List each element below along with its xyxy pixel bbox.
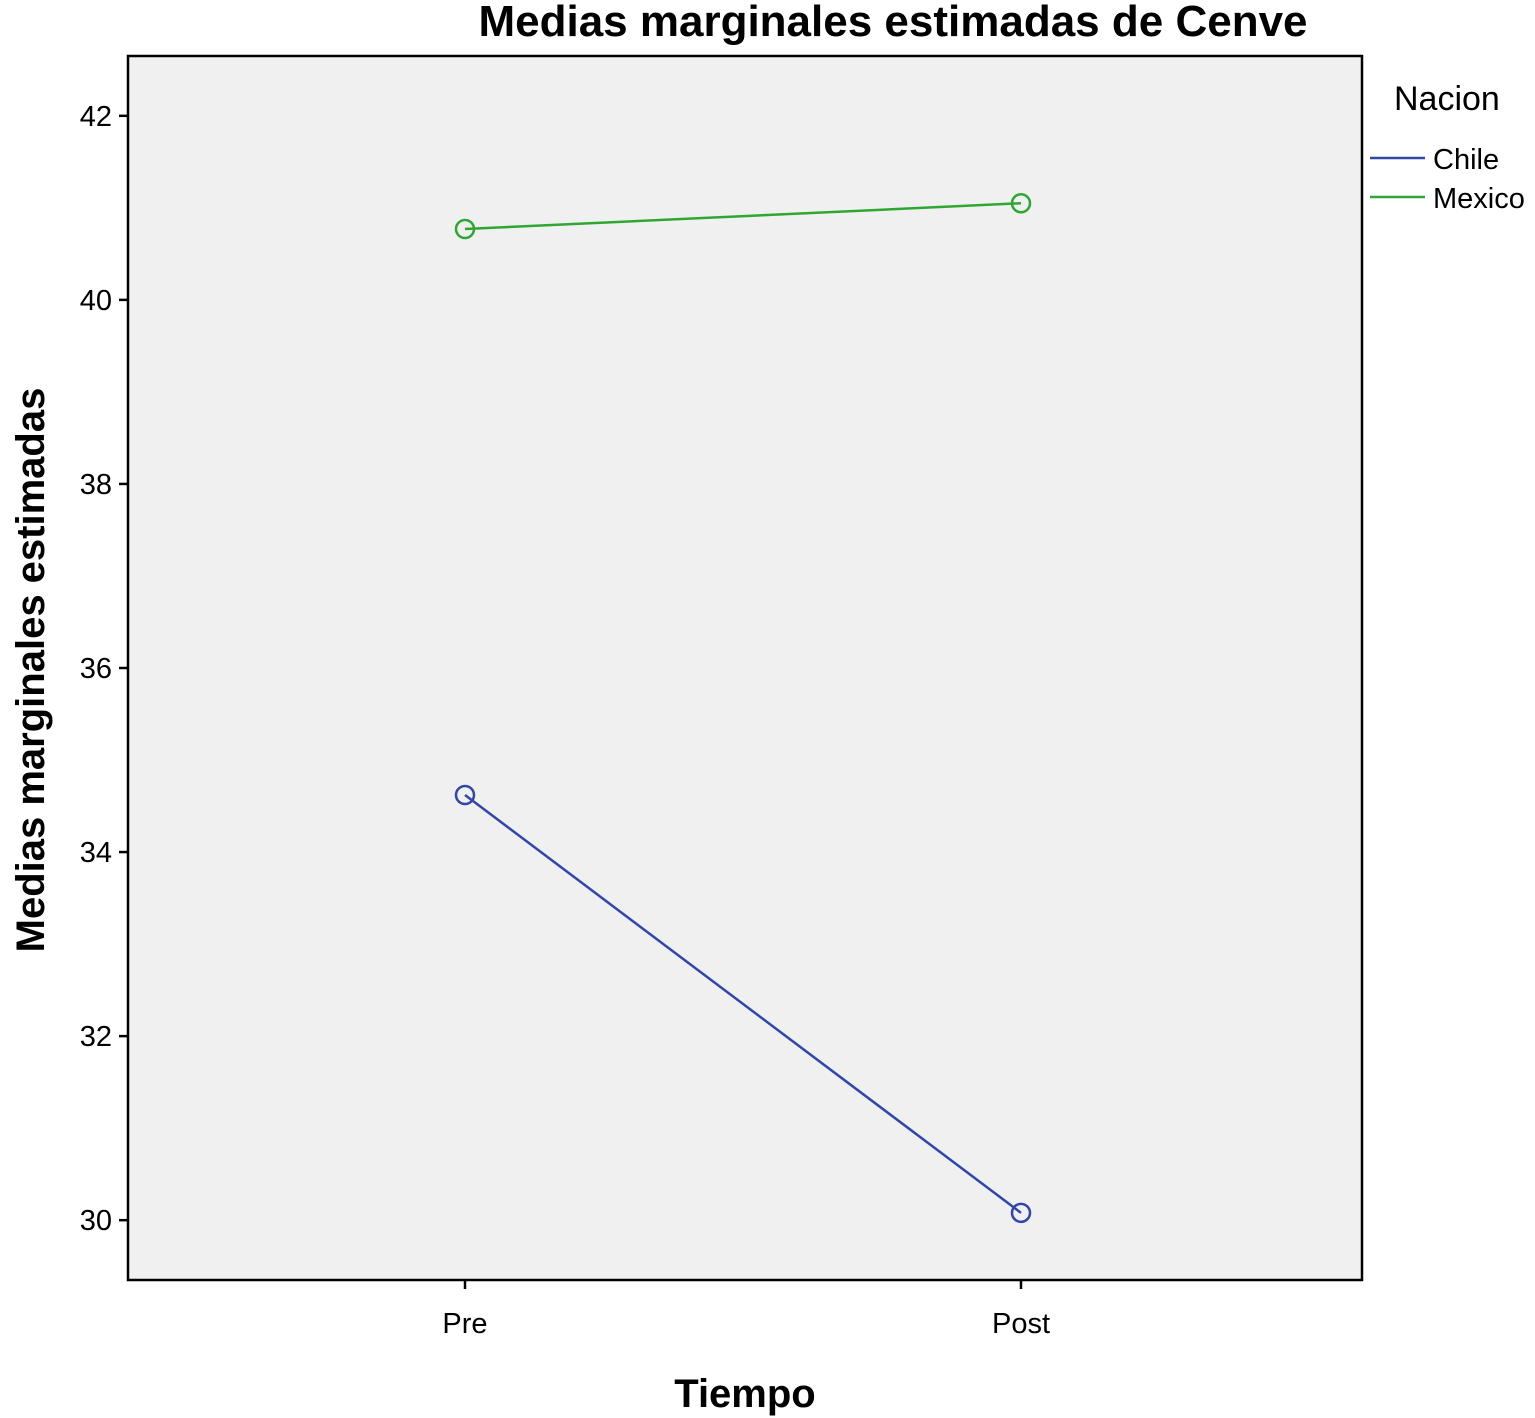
- legend-label: Mexico: [1433, 183, 1525, 215]
- y-axis-label: Medias marginales estimadas: [9, 388, 53, 953]
- series-chile: [454, 784, 1032, 1224]
- y-tick-label: 36: [80, 653, 112, 685]
- series-line: [464, 794, 1022, 1214]
- data-point-marker: [454, 218, 476, 240]
- y-tick-label: 32: [80, 1021, 112, 1053]
- x-axis: Pre Post: [442, 1280, 1050, 1340]
- legend: Nacion Chile Mexico: [1370, 80, 1525, 215]
- legend-title: Nacion: [1394, 80, 1500, 118]
- y-tick-label: 38: [80, 469, 112, 501]
- series-layer: [454, 192, 1032, 1224]
- y-tick-label: 34: [80, 837, 112, 869]
- y-tick-label: 42: [80, 101, 112, 133]
- data-point-marker: [1010, 1202, 1032, 1224]
- legend-label: Chile: [1433, 144, 1499, 176]
- y-axis: 30 32 34 36 38 40 42: [80, 101, 128, 1237]
- chart-title: Medias marginales estimadas de Cenve: [478, 0, 1307, 46]
- x-tick-label: Pre: [442, 1308, 487, 1340]
- data-point-marker: [1010, 192, 1032, 214]
- data-point-marker: [454, 784, 476, 806]
- plot-area: [126, 54, 1364, 1282]
- series-mexico: [454, 192, 1032, 240]
- x-axis-label: Tiempo: [674, 1372, 816, 1416]
- y-tick-label: 30: [80, 1205, 112, 1237]
- y-tick-label: 40: [80, 285, 112, 317]
- series-line: [464, 201, 1022, 231]
- x-tick-label: Post: [992, 1308, 1050, 1340]
